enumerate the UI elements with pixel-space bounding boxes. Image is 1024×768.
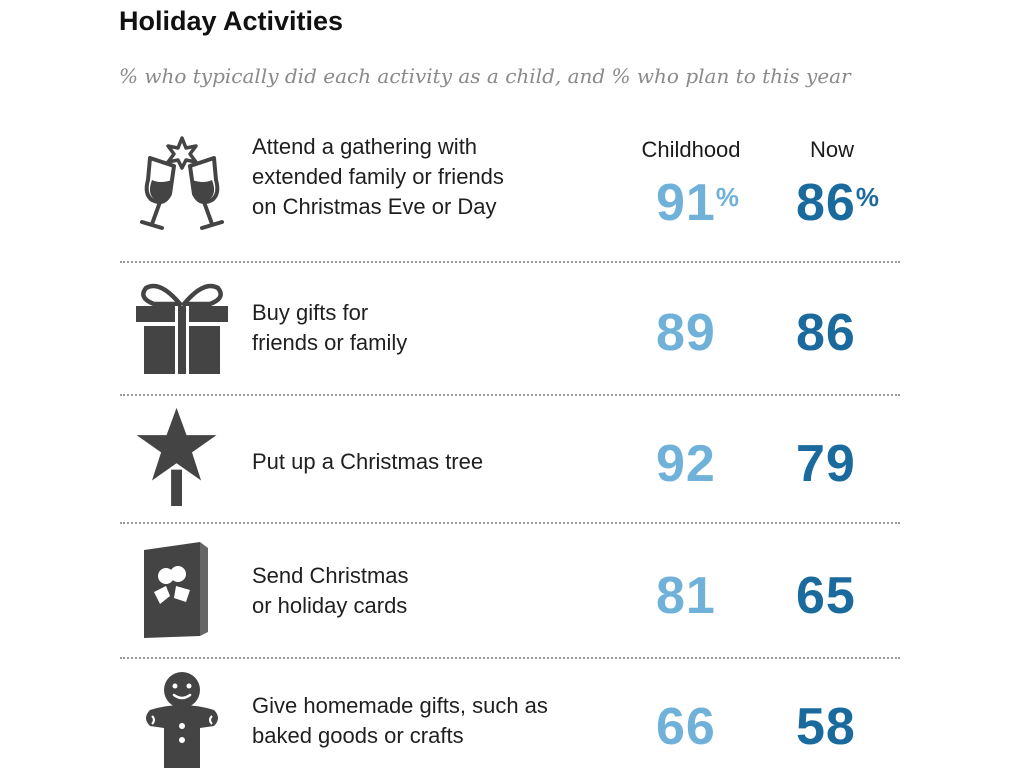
childhood-value: 66 — [656, 698, 716, 756]
row-divider — [120, 261, 900, 263]
activity-label: Put up a Christmas tree — [252, 449, 484, 474]
star-tree-topper-icon — [130, 406, 234, 506]
childhood-value: 89 — [656, 304, 716, 362]
row-divider — [120, 394, 900, 396]
row-divider — [120, 522, 900, 524]
chart-title: Holiday Activities — [119, 6, 344, 36]
activity-label: Send Christmas or holiday cards — [252, 563, 409, 618]
percent-sign: % — [855, 182, 879, 212]
now-value: 79 — [796, 435, 856, 493]
now-value: 86% — [796, 174, 879, 232]
childhood-value: 91% — [656, 174, 739, 232]
holly-card-icon — [130, 540, 234, 640]
column-header-now: Now — [809, 137, 854, 162]
chart-subtitle: % who typically did each activity as a c… — [119, 64, 851, 88]
activity-label: Give homemade gifts, such as baked goods… — [252, 693, 548, 748]
childhood-value: 92 — [656, 435, 716, 493]
champagne-toast-icon — [130, 136, 234, 236]
gift-box-icon — [130, 278, 234, 378]
activity-label: Attend a gathering with extended family … — [252, 134, 504, 219]
percent-sign: % — [715, 182, 739, 212]
column-header-childhood: Childhood — [641, 137, 741, 162]
row-divider — [120, 657, 900, 659]
now-value: 58 — [796, 698, 856, 756]
now-value: 65 — [796, 567, 856, 625]
activity-label: Buy gifts for friends or family — [252, 300, 408, 355]
gingerbread-man-icon — [130, 670, 234, 768]
childhood-value: 81 — [656, 567, 716, 625]
now-value: 86 — [796, 304, 856, 362]
